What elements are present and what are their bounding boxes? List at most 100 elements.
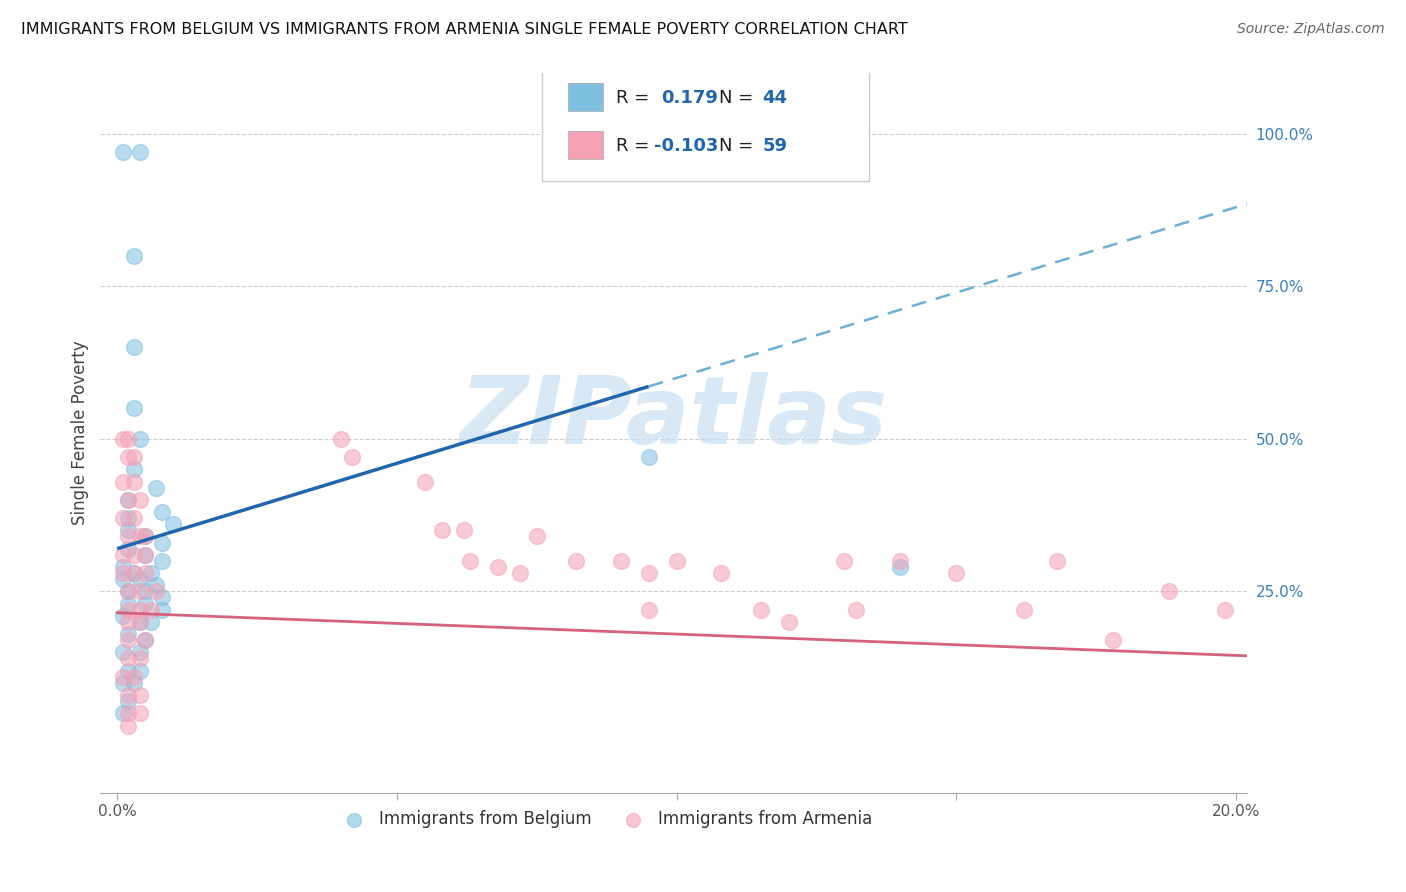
Text: 0.179: 0.179 xyxy=(661,88,718,106)
Point xyxy=(122,548,145,562)
Point xyxy=(637,450,659,465)
Text: R =: R = xyxy=(616,136,655,154)
Point xyxy=(117,627,139,641)
Point xyxy=(122,676,145,690)
Text: IMMIGRANTS FROM BELGIUM VS IMMIGRANTS FROM ARMENIA SINGLE FEMALE POVERTY CORRELA: IMMIGRANTS FROM BELGIUM VS IMMIGRANTS FR… xyxy=(21,22,908,37)
Point xyxy=(1213,603,1236,617)
Point xyxy=(128,145,150,160)
Point xyxy=(486,560,509,574)
Text: Source: ZipAtlas.com: Source: ZipAtlas.com xyxy=(1237,22,1385,37)
Point xyxy=(509,566,531,580)
Point xyxy=(134,566,156,580)
Point xyxy=(122,511,145,525)
Point xyxy=(134,548,156,562)
Point xyxy=(665,554,688,568)
Point xyxy=(139,615,162,629)
FancyBboxPatch shape xyxy=(568,131,603,159)
Point xyxy=(134,548,156,562)
Point xyxy=(1102,633,1125,648)
Point xyxy=(128,615,150,629)
Point xyxy=(122,249,145,263)
Point xyxy=(117,584,139,599)
FancyBboxPatch shape xyxy=(541,62,869,181)
Point xyxy=(150,535,173,549)
Point xyxy=(117,633,139,648)
Point xyxy=(889,560,911,574)
Point xyxy=(526,529,548,543)
Text: N =: N = xyxy=(718,88,759,106)
Point xyxy=(117,541,139,556)
Point xyxy=(150,603,173,617)
Text: ZIPatlas: ZIPatlas xyxy=(460,373,889,465)
Point xyxy=(122,462,145,476)
Point xyxy=(329,432,352,446)
Point xyxy=(150,505,173,519)
Point xyxy=(111,608,134,623)
Point xyxy=(117,524,139,538)
Point xyxy=(111,566,134,580)
Point xyxy=(111,572,134,586)
Point xyxy=(111,475,134,489)
Point xyxy=(128,664,150,678)
Point xyxy=(117,529,139,543)
Point xyxy=(111,706,134,721)
Point xyxy=(111,560,134,574)
Point xyxy=(128,492,150,507)
Point xyxy=(122,401,145,416)
Point xyxy=(162,517,184,532)
Point xyxy=(145,578,167,592)
Y-axis label: Single Female Poverty: Single Female Poverty xyxy=(72,341,89,525)
Point xyxy=(117,688,139,702)
Point xyxy=(834,554,856,568)
Point xyxy=(122,566,145,580)
Point xyxy=(845,603,868,617)
Point xyxy=(122,566,145,580)
Point xyxy=(117,651,139,665)
Point xyxy=(117,492,139,507)
Point xyxy=(128,688,150,702)
Point xyxy=(145,481,167,495)
Point xyxy=(117,450,139,465)
Point xyxy=(710,566,733,580)
Point xyxy=(117,694,139,708)
Point xyxy=(749,603,772,617)
Point xyxy=(117,597,139,611)
Point xyxy=(150,554,173,568)
Point xyxy=(128,615,150,629)
Point xyxy=(430,524,453,538)
Point xyxy=(128,529,150,543)
Point xyxy=(413,475,436,489)
Point xyxy=(128,706,150,721)
Point xyxy=(134,633,156,648)
Point xyxy=(111,432,134,446)
Point xyxy=(128,651,150,665)
Point xyxy=(565,554,588,568)
Point xyxy=(128,572,150,586)
FancyBboxPatch shape xyxy=(568,83,603,111)
Point xyxy=(122,670,145,684)
Point xyxy=(128,584,150,599)
Text: 44: 44 xyxy=(762,88,787,106)
Point xyxy=(122,340,145,354)
Point xyxy=(117,615,139,629)
Point xyxy=(111,645,134,659)
Point xyxy=(150,591,173,605)
Point xyxy=(1012,603,1035,617)
Point xyxy=(117,584,139,599)
Point xyxy=(111,548,134,562)
Point xyxy=(117,492,139,507)
Point xyxy=(122,450,145,465)
Point xyxy=(134,529,156,543)
Point xyxy=(134,633,156,648)
Point xyxy=(134,584,156,599)
Point xyxy=(778,615,800,629)
Point xyxy=(117,432,139,446)
Point xyxy=(117,706,139,721)
Point xyxy=(111,676,134,690)
Point xyxy=(1157,584,1180,599)
Point xyxy=(111,511,134,525)
Point xyxy=(117,664,139,678)
Point xyxy=(889,554,911,568)
Point xyxy=(117,603,139,617)
Point xyxy=(637,566,659,580)
